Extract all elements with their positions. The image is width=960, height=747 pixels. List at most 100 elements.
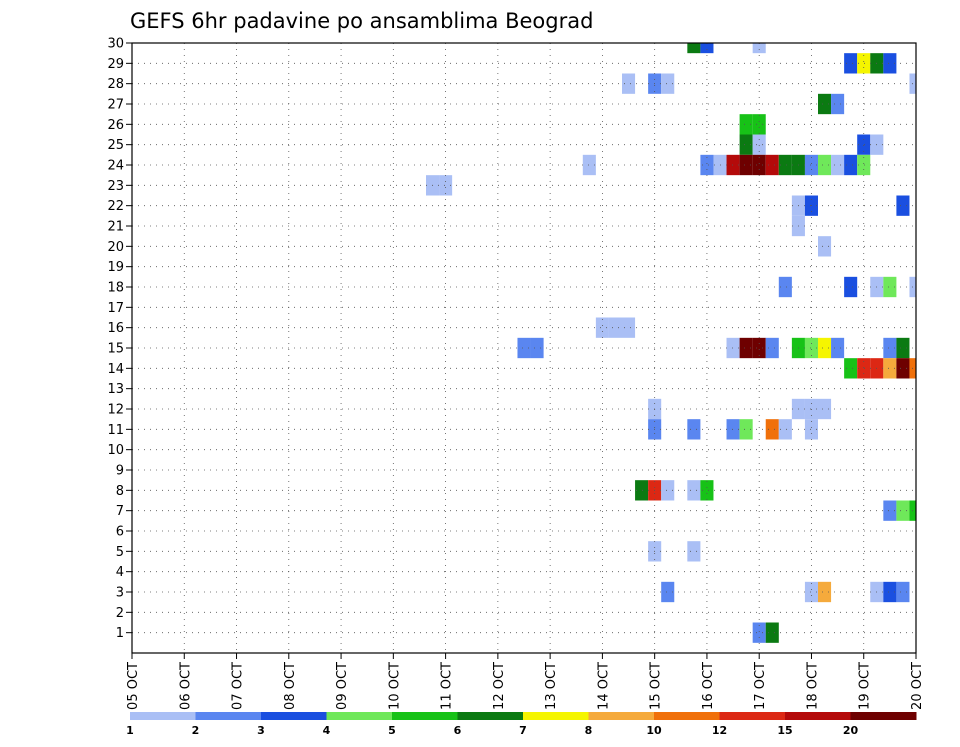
legend-swatch: [261, 712, 327, 720]
heatmap-cell: [896, 581, 910, 603]
y-tick-label: 11: [107, 423, 124, 438]
y-tick-label: 7: [116, 504, 124, 519]
heatmap-cell: [687, 480, 701, 501]
heatmap-cell: [739, 419, 753, 440]
legend-label: 12: [712, 724, 727, 737]
y-tick-label: 26: [107, 118, 124, 133]
heatmap-cell: [804, 581, 818, 603]
y-tick-label: 23: [107, 179, 124, 194]
heatmap-cell: [439, 175, 453, 196]
legend-swatch: [130, 712, 196, 720]
legend-swatch: [588, 712, 655, 720]
heatmap-cell: [883, 276, 897, 298]
legend-label: 4: [323, 724, 331, 737]
heatmap-cell: [883, 500, 897, 521]
heatmap-cell: [818, 581, 832, 603]
heatmap-cell: [765, 419, 779, 440]
x-axis-ticks: 05 OCT 06 OCT 07 OCT 08 OCT 09 OCT 10 OCT 11 O…: [126, 653, 925, 710]
x-tick-label: 10 OCT: [387, 662, 402, 710]
x-tick-label: 07 OCT: [231, 662, 246, 710]
y-tick-label: 12: [107, 403, 124, 418]
heatmap-cell: [857, 358, 871, 379]
heatmap-cell: [818, 337, 832, 359]
heatmap-cell: [752, 114, 766, 135]
y-tick-label: 17: [107, 301, 124, 316]
y-tick-label: 10: [107, 443, 124, 458]
legend-label: 10: [646, 724, 662, 737]
heatmap-cell: [831, 337, 845, 359]
heatmap-cell: [818, 93, 832, 115]
x-tick-label: 15 OCT: [649, 662, 664, 710]
heatmap-cell: [608, 317, 622, 338]
heatmap-cell: [595, 317, 609, 338]
x-tick-label: 12 OCT: [492, 662, 507, 710]
heatmap-cell: [831, 154, 845, 176]
heatmap-cell: [700, 43, 714, 54]
x-tick-label: 06 OCT: [178, 662, 193, 710]
legend-label: 1: [126, 724, 134, 737]
x-tick-label: 05 OCT: [126, 662, 141, 710]
y-tick-label: 20: [107, 240, 124, 255]
x-tick-label: 19 OCT: [858, 662, 873, 710]
x-tick-label: 20 OCT: [910, 662, 925, 710]
y-axis-ticks: 1234567891011121314151617181920212223242…: [107, 37, 132, 641]
legend-swatch: [326, 712, 393, 720]
heatmap-cell: [739, 337, 753, 359]
heatmap-cell: [857, 154, 871, 176]
y-tick-label: 29: [107, 57, 124, 72]
heatmap-cell: [530, 337, 544, 359]
heatmap-cell: [752, 134, 766, 155]
heatmap-cell: [778, 154, 792, 176]
y-tick-label: 3: [116, 586, 124, 601]
y-tick-label: 30: [107, 37, 124, 52]
y-tick-label: 21: [107, 220, 124, 235]
legend-label: 20: [843, 724, 859, 737]
chart-title: GEFS 6hr padavine po ansamblima Beograd: [130, 9, 593, 33]
heatmap-cell: [739, 134, 753, 155]
heatmap-cell: [844, 154, 858, 176]
y-tick-label: 1: [116, 626, 124, 641]
legend-swatch: [785, 712, 851, 720]
x-tick-label: 17 OCT: [753, 662, 768, 710]
y-tick-label: 19: [107, 260, 124, 275]
heatmap-cell: [687, 43, 701, 54]
heatmap-cell: [700, 154, 714, 176]
legend-label: 8: [585, 724, 593, 737]
y-tick-label: 9: [116, 464, 124, 479]
heatmap-cell: [765, 337, 779, 359]
heatmap-cell: [635, 480, 649, 501]
heatmap-cell: [726, 419, 740, 440]
legend-label: 6: [454, 724, 462, 737]
heatmap-cell: [661, 73, 675, 94]
legend-swatch: [457, 712, 524, 720]
heatmap-cell: [517, 337, 531, 359]
heatmap-cell: [739, 154, 753, 176]
legend-swatch: [392, 712, 458, 720]
color-legend: 1 2 3 4 5 6 7 8 10 12 15 20: [126, 712, 917, 737]
heatmap-cell: [622, 317, 636, 338]
heatmap-cell: [582, 154, 596, 176]
heatmap-cell: [883, 53, 897, 74]
heatmap-cell: [661, 581, 675, 603]
y-tick-label: 14: [107, 362, 124, 377]
y-tick-label: 15: [107, 342, 124, 357]
y-tick-label: 16: [107, 321, 124, 336]
heatmap-cell: [752, 622, 766, 643]
heatmap-cell: [857, 134, 871, 155]
legend-label: 5: [388, 724, 396, 737]
y-tick-label: 2: [116, 606, 124, 621]
heatmap-cell: [896, 337, 910, 359]
heatmap-cell: [883, 358, 897, 379]
x-tick-label: 18 OCT: [805, 662, 820, 710]
heatmap-cell: [726, 337, 740, 359]
heatmap-cell: [844, 276, 858, 298]
y-tick-label: 6: [116, 525, 124, 540]
x-tick-label: 08 OCT: [283, 662, 298, 710]
legend-swatch: [195, 712, 262, 720]
y-tick-label: 27: [107, 98, 124, 113]
heatmap-cell: [844, 358, 858, 379]
x-tick-label: 09 OCT: [335, 662, 350, 710]
heatmap-cell: [804, 337, 818, 359]
